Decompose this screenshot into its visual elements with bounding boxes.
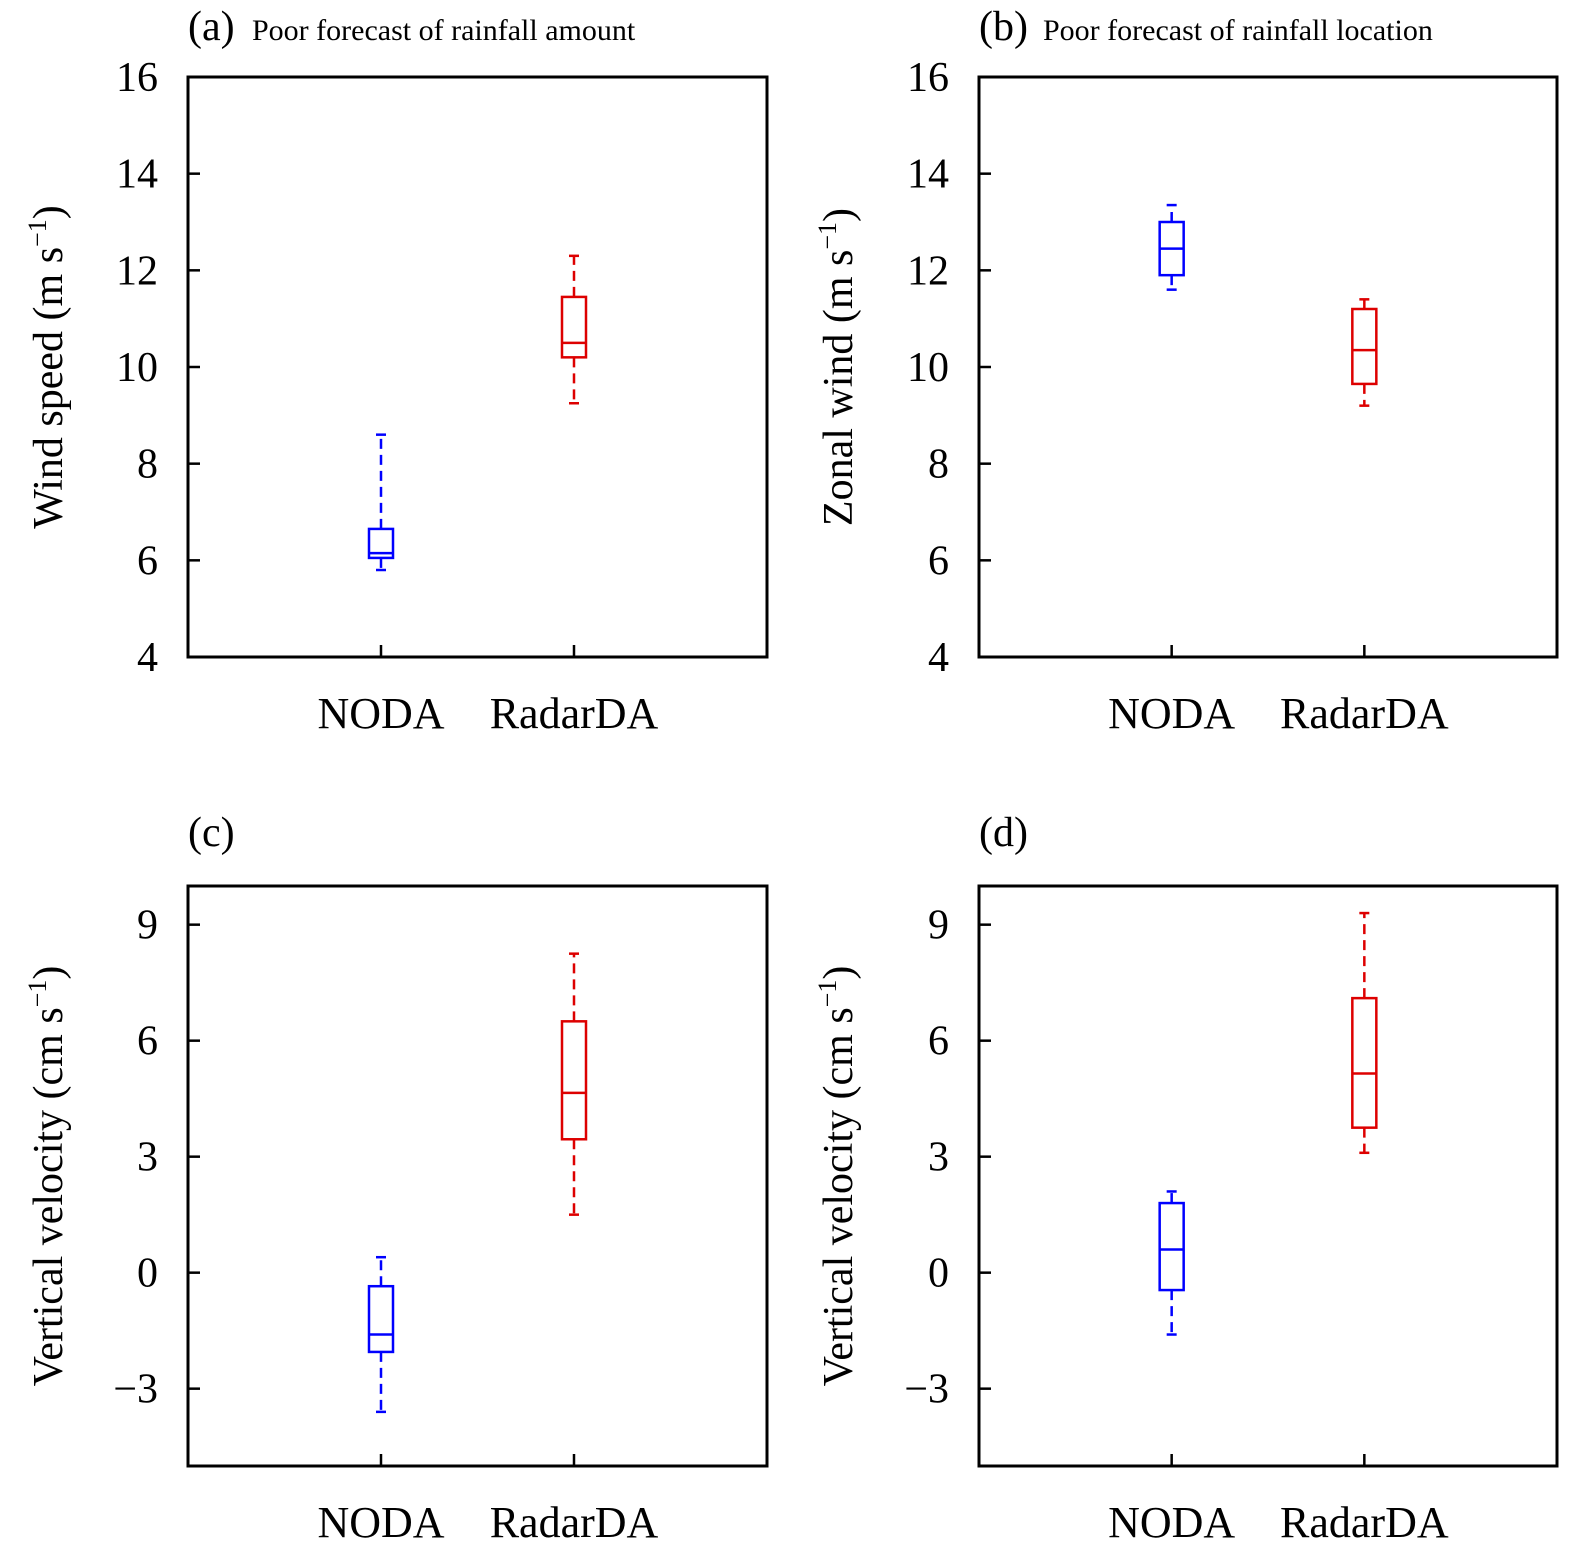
box-radarda xyxy=(1351,911,1378,1155)
y-axis-label: Wind speed (m s−1) xyxy=(23,205,72,528)
box-noda xyxy=(1158,203,1185,291)
y-axis-label: Vertical velocity (cm s−1) xyxy=(813,966,862,1387)
iqr-box xyxy=(560,1020,588,1141)
y-tick-label: 14 xyxy=(116,152,158,198)
y-tick-label: 9 xyxy=(928,903,949,949)
y-tick-label: 9 xyxy=(137,903,158,949)
panel-title: Poor forecast of rainfall amount xyxy=(252,14,636,47)
y-tick-label: 3 xyxy=(928,1135,949,1181)
y-tick-label: 12 xyxy=(907,248,949,294)
plot-frame xyxy=(977,884,1559,1468)
box-noda xyxy=(367,433,395,572)
x-tick-label: NODA xyxy=(1108,1498,1235,1547)
panel-b: (b) Poor forecast of rainfall location 4 6 8… xyxy=(813,4,1559,738)
panel-label: (d) xyxy=(979,810,1028,856)
box-radarda xyxy=(560,254,588,405)
y-tick-label: 10 xyxy=(116,345,158,391)
x-tick-label: NODA xyxy=(317,689,444,738)
y-tick-label: 6 xyxy=(928,1019,949,1065)
y-tick-label: 8 xyxy=(137,442,158,488)
y-tick-label: −3 xyxy=(904,1367,949,1413)
y-tick-label: 0 xyxy=(137,1251,158,1297)
box-radarda xyxy=(560,952,588,1216)
x-tick-label: RadarDA xyxy=(490,1498,659,1547)
y-tick-label: 6 xyxy=(137,538,158,584)
y-tick-label: 3 xyxy=(137,1135,158,1181)
panel-label: (b) xyxy=(979,4,1028,50)
box-noda xyxy=(367,1255,395,1414)
x-tick-label: RadarDA xyxy=(1280,689,1449,738)
panel-a: (a) Poor forecast of rainfall amount 4 6 8 10… xyxy=(23,4,769,738)
y-tick-label: 16 xyxy=(907,55,949,101)
y-tick-label: 6 xyxy=(137,1019,158,1065)
y-tick-label: 14 xyxy=(907,152,949,198)
x-tick-label: RadarDA xyxy=(1280,1498,1449,1547)
plot-frame xyxy=(977,75,1559,659)
x-tick-label: NODA xyxy=(1108,689,1235,738)
y-tick-label: 12 xyxy=(116,248,158,294)
box-radarda xyxy=(1351,298,1378,407)
y-tick-label: 16 xyxy=(116,55,158,101)
y-axis-label: Zonal wind (m s−1) xyxy=(813,208,862,526)
iqr-box xyxy=(367,1284,395,1354)
iqr-box xyxy=(560,295,588,359)
y-tick-label: 4 xyxy=(137,635,158,681)
panel-d: (d) −3 0 3 6 9 NODA RadarDA Vertical velocity (c… xyxy=(813,810,1559,1547)
plot-frame xyxy=(186,884,769,1468)
iqr-box xyxy=(367,527,395,560)
iqr-box xyxy=(1351,996,1378,1129)
panel-c: (c) −3 0 3 6 9 NODA RadarDA Vertical velocity (c… xyxy=(23,810,769,1547)
y-axis-label: Vertical velocity (cm s−1) xyxy=(23,966,72,1387)
box-noda xyxy=(1158,1190,1185,1336)
panel-label: (c) xyxy=(188,810,235,856)
x-tick-label: RadarDA xyxy=(490,689,659,738)
y-tick-label: 4 xyxy=(928,635,949,681)
y-tick-label: 10 xyxy=(907,345,949,391)
y-tick-label: 8 xyxy=(928,442,949,488)
panel-title: Poor forecast of rainfall location xyxy=(1043,14,1433,47)
y-tick-label: −3 xyxy=(113,1367,158,1413)
iqr-box xyxy=(1351,307,1378,386)
y-tick-label: 6 xyxy=(928,538,949,584)
x-tick-label: NODA xyxy=(317,1498,444,1547)
iqr-box xyxy=(1158,1201,1185,1292)
y-tick-label: 0 xyxy=(928,1251,949,1297)
plot-frame xyxy=(186,75,769,659)
panel-label: (a) xyxy=(188,4,235,50)
